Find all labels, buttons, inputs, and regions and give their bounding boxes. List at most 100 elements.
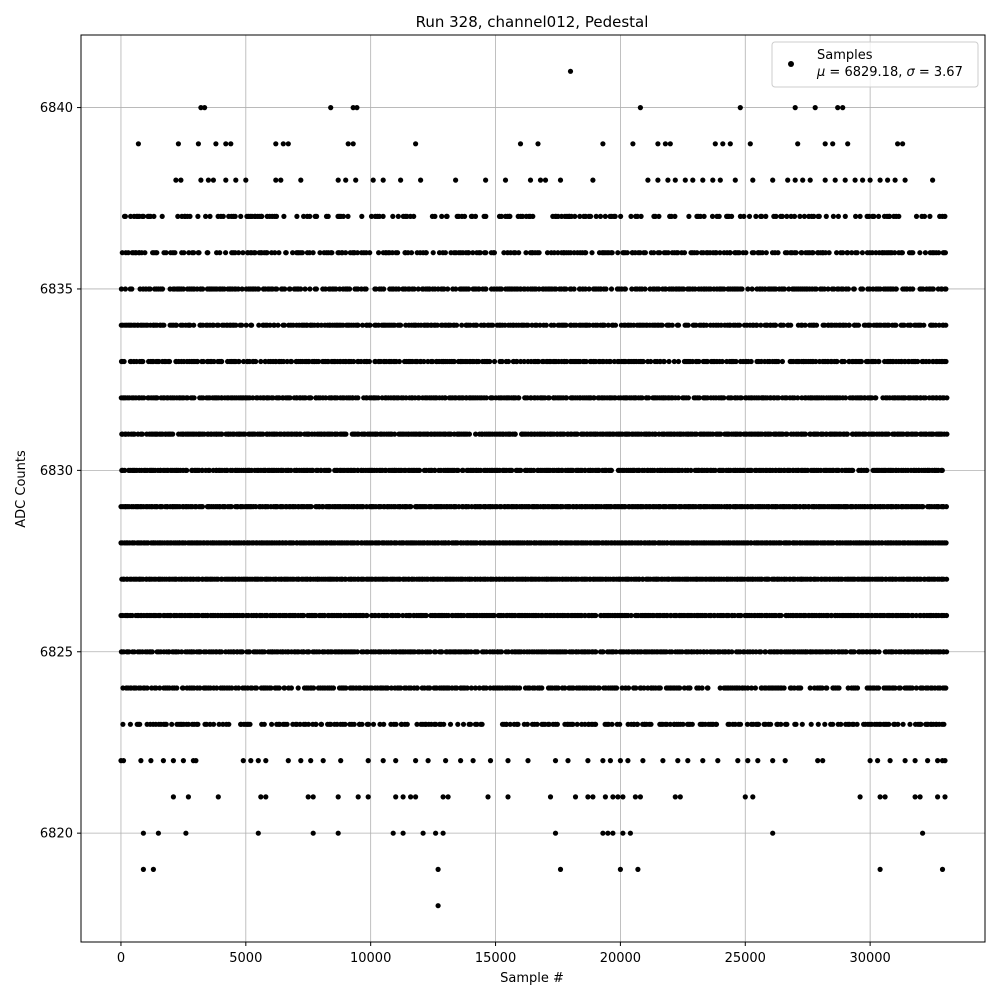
data-point <box>897 685 903 691</box>
data-point <box>246 649 253 655</box>
data-point <box>913 685 920 691</box>
data-point <box>666 358 672 365</box>
data-point <box>677 685 683 691</box>
data-point <box>468 721 474 727</box>
data-point <box>166 358 173 365</box>
data-point <box>269 721 275 727</box>
data-point <box>306 649 312 655</box>
data-point <box>834 358 840 365</box>
data-point <box>197 649 204 655</box>
data-point <box>944 576 950 582</box>
data-point <box>943 540 949 546</box>
data-point <box>454 322 460 328</box>
data-point <box>363 286 369 292</box>
data-point <box>778 612 784 619</box>
data-point <box>288 358 295 365</box>
data-point <box>593 721 599 727</box>
data-point <box>483 649 489 655</box>
data-point <box>274 286 280 292</box>
data-point <box>200 286 206 292</box>
data-point <box>277 721 283 727</box>
data-point <box>841 358 847 365</box>
data-point <box>398 685 404 691</box>
data-point <box>680 721 686 727</box>
data-point <box>427 649 433 655</box>
data-point <box>455 721 461 727</box>
data-point <box>302 286 308 292</box>
data-point <box>120 721 126 727</box>
data-point <box>343 685 349 691</box>
data-point <box>354 649 360 655</box>
data-point <box>218 649 225 655</box>
data-point <box>748 685 755 691</box>
data-point <box>773 322 779 328</box>
data-point <box>685 322 691 328</box>
data-point <box>895 721 901 727</box>
data-point <box>195 721 201 727</box>
data-point <box>343 431 349 437</box>
data-point <box>414 721 420 727</box>
data-point <box>441 721 447 727</box>
data-point <box>439 649 445 655</box>
data-point <box>717 685 723 691</box>
data-points <box>118 68 950 909</box>
data-point <box>713 721 720 727</box>
data-point <box>614 685 620 691</box>
data-point <box>282 286 288 292</box>
data-point <box>669 649 675 655</box>
data-point <box>768 721 774 727</box>
data-point <box>342 721 348 727</box>
data-point <box>393 721 399 727</box>
data-point <box>460 721 467 727</box>
data-point <box>301 612 307 619</box>
data-point <box>582 721 588 727</box>
data-point <box>819 685 825 691</box>
data-point <box>445 286 451 292</box>
data-point <box>737 322 743 328</box>
data-point <box>617 721 623 727</box>
data-point <box>659 322 665 328</box>
data-point <box>268 685 274 691</box>
data-point <box>284 721 290 727</box>
data-point <box>466 431 472 437</box>
data-point <box>907 721 913 727</box>
data-point <box>131 649 137 655</box>
data-point <box>243 322 249 328</box>
data-point <box>199 504 206 510</box>
data-point <box>216 721 222 727</box>
data-point <box>844 431 851 437</box>
data-point <box>648 721 654 727</box>
data-point <box>351 721 357 727</box>
data-point <box>253 358 259 365</box>
data-point <box>555 685 561 691</box>
data-point <box>507 721 513 727</box>
data-point <box>921 322 927 328</box>
data-point <box>447 721 454 727</box>
data-point <box>851 649 857 655</box>
data-point <box>129 612 135 619</box>
data-point <box>468 685 474 691</box>
data-point <box>197 685 203 691</box>
data-point <box>838 721 844 727</box>
data-point <box>476 685 482 691</box>
data-point <box>169 721 175 727</box>
data-point <box>359 721 365 727</box>
data-point <box>226 721 232 727</box>
data-point <box>433 649 439 655</box>
data-point <box>546 721 552 727</box>
data-point <box>517 685 523 691</box>
data-point <box>381 286 387 292</box>
data-point <box>943 504 950 510</box>
data-point <box>779 358 786 365</box>
data-point <box>256 286 262 292</box>
data-point <box>705 685 711 691</box>
data-point <box>326 467 332 473</box>
data-point <box>491 358 498 365</box>
data-point <box>943 322 949 328</box>
data-point <box>367 322 373 328</box>
data-point <box>941 721 947 727</box>
data-point <box>516 395 522 401</box>
data-point <box>689 721 695 727</box>
data-point <box>474 322 480 328</box>
data-point <box>468 649 474 655</box>
